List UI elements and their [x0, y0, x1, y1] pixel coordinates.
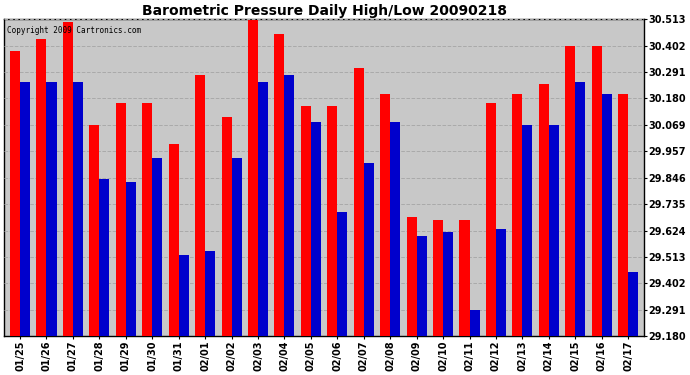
Bar: [391, 122, 400, 336]
Bar: [522, 124, 533, 336]
Bar: [73, 82, 83, 336]
Bar: [496, 229, 506, 336]
Bar: [565, 46, 575, 336]
Bar: [469, 310, 480, 336]
Bar: [221, 117, 232, 336]
Bar: [99, 179, 110, 336]
Bar: [575, 82, 585, 336]
Bar: [433, 220, 443, 336]
Bar: [311, 122, 321, 336]
Bar: [327, 106, 337, 336]
Bar: [248, 20, 258, 336]
Bar: [284, 75, 295, 336]
Bar: [602, 94, 612, 336]
Bar: [195, 75, 205, 336]
Bar: [152, 158, 162, 336]
Bar: [380, 94, 391, 336]
Title: Barometric Pressure Daily High/Low 20090218: Barometric Pressure Daily High/Low 20090…: [141, 4, 506, 18]
Bar: [364, 163, 374, 336]
Bar: [460, 220, 469, 336]
Bar: [275, 34, 284, 336]
Bar: [549, 124, 559, 336]
Bar: [205, 251, 215, 336]
Bar: [539, 84, 549, 336]
Bar: [443, 231, 453, 336]
Bar: [116, 103, 126, 336]
Bar: [417, 236, 426, 336]
Bar: [179, 255, 189, 336]
Bar: [20, 82, 30, 336]
Bar: [486, 103, 496, 336]
Bar: [301, 106, 311, 336]
Bar: [618, 94, 628, 336]
Bar: [354, 68, 364, 336]
Bar: [232, 158, 241, 336]
Bar: [10, 51, 20, 336]
Bar: [46, 82, 57, 336]
Bar: [63, 22, 73, 336]
Text: Copyright 2009 Cartronics.com: Copyright 2009 Cartronics.com: [8, 26, 141, 34]
Bar: [406, 217, 417, 336]
Bar: [513, 94, 522, 336]
Bar: [337, 213, 347, 336]
Bar: [592, 46, 602, 336]
Bar: [258, 82, 268, 336]
Bar: [89, 124, 99, 336]
Bar: [126, 182, 136, 336]
Bar: [168, 144, 179, 336]
Bar: [37, 39, 46, 336]
Bar: [628, 272, 638, 336]
Bar: [142, 103, 152, 336]
